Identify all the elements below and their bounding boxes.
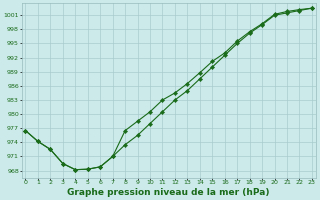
X-axis label: Graphe pression niveau de la mer (hPa): Graphe pression niveau de la mer (hPa) [68, 188, 270, 197]
